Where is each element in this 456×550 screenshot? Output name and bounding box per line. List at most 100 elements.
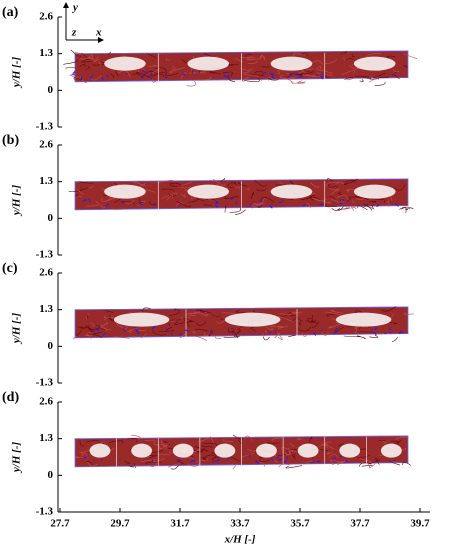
- velocity-vector: [214, 204, 219, 208]
- streamline: [133, 463, 137, 468]
- streamline: [141, 333, 148, 338]
- streamline: [127, 438, 139, 442]
- velocity-vector: [339, 455, 343, 458]
- velocity-vector: [321, 72, 324, 76]
- velocity-vector: [235, 201, 238, 205]
- velocity-vector: [93, 329, 96, 332]
- streamline: [259, 459, 271, 463]
- velocity-vector: [83, 456, 88, 458]
- streamline: [161, 188, 174, 192]
- streamline: [166, 57, 172, 61]
- arrowhead: [63, 2, 69, 8]
- streamline: [364, 204, 373, 209]
- velocity-vector: [138, 202, 143, 206]
- velocity-vector: [312, 332, 317, 336]
- streamline: [305, 320, 318, 324]
- velocity-vector: [333, 330, 338, 335]
- streamline: [330, 310, 344, 314]
- velocity-vector: [373, 331, 377, 336]
- streamline: [392, 68, 400, 73]
- streamline: [90, 328, 106, 333]
- streamline: [176, 201, 191, 208]
- streamline: [386, 201, 390, 207]
- streamline: [355, 76, 372, 80]
- y-axis-label: y/H [-]: [11, 185, 23, 218]
- streamline: [251, 327, 257, 332]
- streamline: [262, 325, 274, 331]
- streamline: [375, 199, 386, 203]
- streamline: [87, 53, 93, 60]
- streamline: [297, 437, 303, 440]
- streamline: [325, 181, 339, 186]
- streamline: [83, 59, 91, 63]
- velocity-vector: [270, 458, 275, 462]
- velocity-vector: [102, 332, 106, 336]
- y-tick-label: -1.3: [36, 121, 54, 133]
- streamline: [251, 74, 264, 76]
- streamline: [157, 444, 164, 451]
- velocity-vector: [302, 203, 306, 207]
- axis-glyph: y: [71, 2, 78, 14]
- velocity-vector: [398, 331, 404, 335]
- streamline: [380, 439, 387, 444]
- velocity-vector: [184, 329, 189, 332]
- streamline: [232, 434, 244, 440]
- streamline: [368, 200, 377, 203]
- streamline: [90, 322, 95, 327]
- streamline: [363, 76, 378, 80]
- streamline: [337, 194, 348, 200]
- velocity-vector: [335, 327, 339, 331]
- streamline: [184, 457, 198, 463]
- streamline: [197, 436, 212, 443]
- velocity-vector: [320, 75, 323, 78]
- streamline: [307, 318, 312, 324]
- velocity-vector: [181, 73, 186, 76]
- streamline: [246, 56, 254, 60]
- streamline: [141, 307, 151, 313]
- streamline: [315, 65, 322, 70]
- velocity-vector: [230, 197, 234, 201]
- streamline: [399, 206, 414, 210]
- streamline: [209, 72, 216, 74]
- streamline: [351, 54, 355, 57]
- streamline: [323, 204, 338, 208]
- streamline: [238, 439, 244, 445]
- streamline: [289, 443, 295, 448]
- vortex-gap: [104, 184, 146, 199]
- streamline: [79, 452, 87, 457]
- streamline: [234, 181, 236, 183]
- streamline: [348, 65, 357, 71]
- velocity-vector: [190, 459, 195, 463]
- y-tick-label: -1.3: [36, 377, 54, 389]
- velocity-vector: [288, 73, 293, 77]
- streamline: [104, 315, 107, 319]
- streamline: [326, 313, 336, 317]
- velocity-vector: [231, 327, 234, 330]
- velocity-vector: [389, 328, 392, 331]
- streamline: [174, 308, 181, 312]
- streamline: [247, 60, 258, 64]
- velocity-vector: [209, 329, 213, 333]
- streamline: [237, 182, 248, 187]
- streamline: [76, 189, 84, 195]
- streamline: [234, 332, 241, 338]
- streamline: [403, 312, 414, 315]
- vortex-gap: [104, 56, 146, 71]
- streamline: [80, 60, 93, 63]
- vortex-gap: [353, 56, 396, 71]
- streamline: [156, 179, 174, 184]
- streamline: [235, 57, 243, 63]
- streamline: [251, 191, 254, 199]
- streamline: [266, 441, 280, 444]
- streamline: [394, 184, 406, 191]
- streamline: [268, 326, 283, 328]
- velocity-vector: [121, 201, 125, 204]
- streamline: [214, 334, 222, 339]
- streamline: [163, 445, 167, 450]
- streamline: [123, 460, 130, 465]
- streamline: [192, 331, 197, 335]
- streamline: [258, 78, 262, 82]
- streamline: [155, 72, 166, 75]
- velocity-vector: [268, 331, 271, 334]
- velocity-vector: [271, 76, 275, 79]
